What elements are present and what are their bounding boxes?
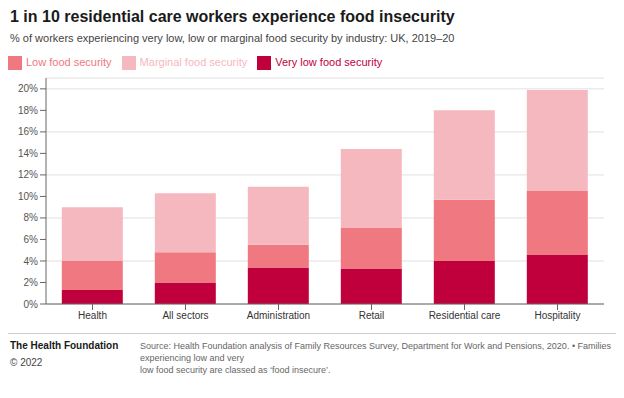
svg-text:Retail: Retail <box>359 310 385 321</box>
svg-text:20%: 20% <box>18 83 38 94</box>
svg-text:18%: 18% <box>18 105 38 116</box>
svg-text:0%: 0% <box>24 299 39 310</box>
svg-text:8%: 8% <box>24 212 39 223</box>
svg-text:All sectors: All sectors <box>162 310 208 321</box>
svg-text:6%: 6% <box>24 234 39 245</box>
html-text:Source: Health Foundation anal: Source: Health Foundation analysis of Fa… <box>140 341 611 375</box>
svg-text:Residential care: Residential care <box>429 310 501 321</box>
html-text:© 2022: © 2022 <box>10 357 43 368</box>
svg-text:Health: Health <box>78 310 107 321</box>
html-text:% of workers experiencing very: % of workers experiencing very low, low … <box>10 32 455 44</box>
html-text:Marginal food security: Marginal food security <box>139 56 248 68</box>
html-text:Very low food security: Very low food security <box>275 56 383 68</box>
html-text:1 in 10 residential care worke: 1 in 10 residential care workers experie… <box>10 8 455 25</box>
html-text:Low food security: Low food security <box>26 56 112 68</box>
svg-text:2%: 2% <box>24 277 39 288</box>
html-text:The Health Foundation: The Health Foundation <box>10 340 119 351</box>
svg-text:10%: 10% <box>18 191 38 202</box>
svg-text:14%: 14% <box>18 148 38 159</box>
svg-text:Administration: Administration <box>247 310 310 321</box>
svg-text:Hospitality: Hospitality <box>534 310 580 321</box>
svg-text:4%: 4% <box>24 256 39 267</box>
svg-text:12%: 12% <box>18 169 38 180</box>
svg-text:16%: 16% <box>18 126 38 137</box>
